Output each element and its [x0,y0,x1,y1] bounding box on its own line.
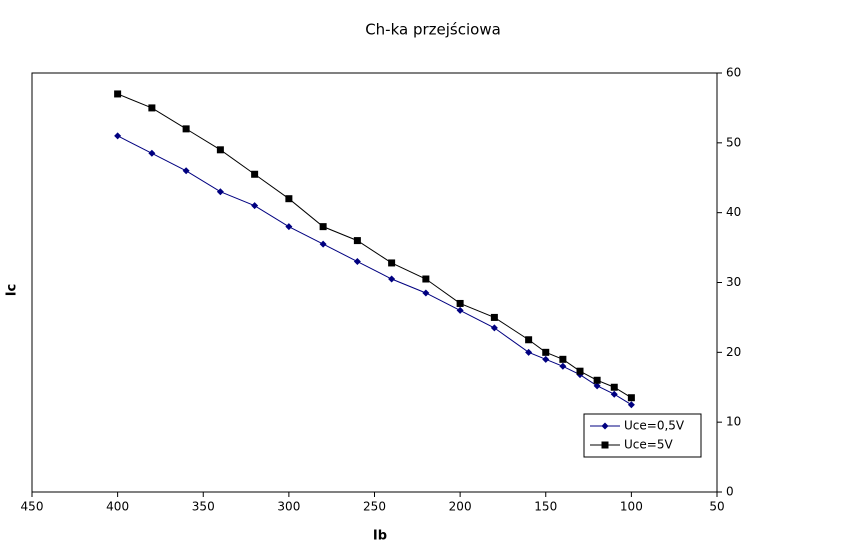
marker [388,275,396,283]
x-axis-label: Ib [373,529,387,544]
marker [285,195,293,203]
marker [182,167,190,175]
y-tick-label: 10 [726,415,741,429]
marker [114,90,122,98]
y-tick-label: 20 [726,345,741,359]
marker [559,362,567,370]
marker [627,401,635,409]
marker [490,324,498,332]
y-axis-label: Ic [5,284,20,297]
legend-marker [601,422,609,430]
marker [148,149,156,157]
marker [216,188,224,196]
y-tick-label: 50 [726,135,741,149]
x-tick-label: 200 [449,500,472,514]
marker [576,367,584,375]
marker [559,355,567,363]
marker [525,348,533,356]
x-tick-label: 250 [363,500,386,514]
y-tick-label: 0 [726,485,734,499]
y-tick-label: 40 [726,205,741,219]
marker [593,376,601,384]
y-tick-label: 30 [726,275,741,289]
marker [456,306,464,314]
marker [388,259,396,267]
x-tick-label: 100 [620,500,643,514]
series-line [117,93,632,399]
x-tick-label: 150 [534,500,557,514]
legend-label: Uce=0,5V [624,419,685,433]
marker [353,258,361,266]
chart-title: Ch-ka przejściowa [365,21,501,39]
x-tick-label: 350 [192,500,215,514]
legend-label: Uce=5V [624,438,673,452]
marker [525,336,533,344]
marker [285,223,293,231]
x-tick-label: 300 [277,500,300,514]
x-tick-label: 400 [106,500,129,514]
marker [490,313,498,321]
marker [542,348,550,356]
marker [456,299,464,307]
marker [422,289,430,297]
marker [593,382,601,390]
legend-marker [601,441,609,449]
marker [251,170,259,178]
marker [114,132,122,140]
series-line [117,135,632,406]
legend-box [583,413,702,458]
marker [148,104,156,112]
x-tick-label: 450 [21,500,44,514]
marker [422,275,430,283]
marker [251,202,259,210]
marker [216,146,224,154]
marker [182,125,190,133]
y-tick-label: 60 [726,66,741,80]
marker [353,237,361,245]
marker [319,223,327,231]
marker [610,383,618,391]
marker [610,390,618,398]
marker [627,394,635,402]
x-tick-label: 50 [709,500,724,514]
marker [319,240,327,248]
marker [542,355,550,363]
